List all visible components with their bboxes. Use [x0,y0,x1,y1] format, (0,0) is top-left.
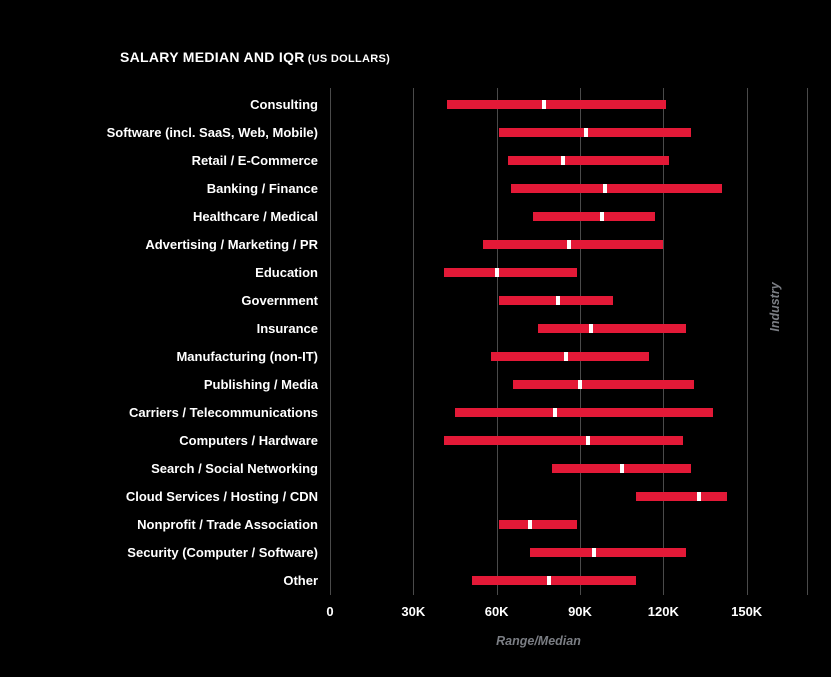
category-label: Search / Social Networking [151,460,318,476]
gridline [496,88,498,595]
category-label: Publishing / Media [203,376,318,392]
median-marker [547,576,552,586]
range-bar [507,156,669,166]
plot-area [330,88,808,595]
category-label: Consulting [250,96,318,112]
median-marker [561,156,566,166]
median-marker [583,128,588,138]
median-marker [553,408,557,418]
category-label: Retail / E-Commerce [191,152,318,168]
category-label: Other [283,572,318,588]
median-marker [589,324,594,334]
x-axis-title: Range/Median [496,634,581,648]
category-label: Healthcare / Medical [193,208,318,224]
median-marker [555,296,560,306]
median-marker [566,240,571,250]
median-marker [600,212,605,222]
range-bar [455,408,714,418]
gridline [413,88,415,595]
category-label: Carriers / Telecommunications [128,404,318,420]
category-label: Manufacturing (non-IT) [176,348,318,364]
chart-title: SALARY MEDIAN AND IQR (US DOLLARS) [120,49,390,65]
range-bar [499,128,692,138]
range-bar [510,184,722,194]
x-tick-label: 0 [326,604,334,619]
category-label: Computers / Hardware [179,432,318,448]
range-bar [530,548,686,558]
range-bar [443,268,578,278]
range-bar [446,100,667,110]
median-marker [528,520,532,530]
median-marker [586,436,591,446]
category-label: Government [241,292,318,308]
median-marker [619,464,624,474]
gridline [663,88,665,595]
range-bar [443,436,683,446]
median-marker [541,100,546,110]
median-marker [494,268,499,278]
median-marker [591,548,596,558]
range-bar [499,520,578,530]
x-tick-label: 30K [401,604,426,619]
range-bar [491,352,650,362]
median-marker [578,380,582,390]
median-marker [603,184,607,194]
category-label: Cloud Services / Hosting / CDN [125,488,318,504]
gridline [580,88,581,595]
range-bar [532,212,655,222]
chart-title-main: SALARY MEDIAN AND IQR [120,49,305,65]
category-label: Banking / Finance [206,180,318,196]
category-label: Education [255,264,318,280]
chart-title-sub: (US DOLLARS) [307,53,391,65]
gridline [746,88,748,595]
range-bar [482,240,664,250]
x-tick-label: 150K [731,604,763,619]
x-tick-label: 90K [568,604,592,619]
category-label: Software (incl. SaaS, Web, Mobile) [106,124,318,140]
median-marker [697,492,702,502]
plot-right-border [807,88,808,595]
category-label: Advertising / Marketing / PR [145,236,318,252]
median-marker [564,352,569,362]
x-tick-label: 60K [484,604,509,619]
category-label: Security (Computer / Software) [127,544,318,560]
category-label: Insurance [256,320,318,336]
y-axis-title: Industry [768,282,782,332]
range-bar [635,492,728,502]
range-bar [538,324,686,334]
category-label: Nonprofit / Trade Association [137,516,318,532]
x-tick-label: 120K [647,604,679,619]
range-bar [471,576,636,586]
gridline [330,88,331,595]
range-bar [513,380,694,390]
